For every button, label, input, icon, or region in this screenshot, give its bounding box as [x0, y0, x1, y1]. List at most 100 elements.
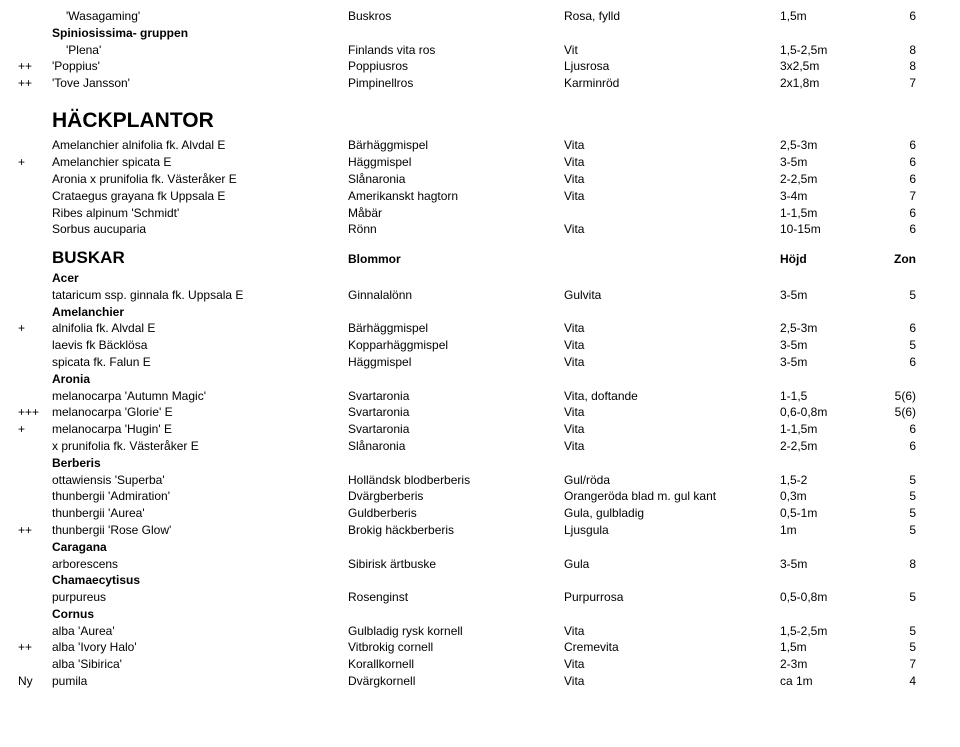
name-cell: 'Tove Jansson' [52, 75, 348, 92]
zone-cell: 6 [876, 221, 916, 238]
color-cell: Vita [564, 656, 780, 673]
table-row: Amelanchier alnifolia fk. Alvdal EBärhäg… [18, 137, 942, 154]
group-heading: Berberis [52, 455, 348, 472]
desc-cell: Guldberberis [348, 505, 564, 522]
height-cell: 0,6-0,8m [780, 404, 876, 421]
table-row: Sorbus aucupariaRönnVita10-15m6 [18, 221, 942, 238]
zone-cell: 5 [876, 505, 916, 522]
prefix-cell: ++ [18, 58, 52, 75]
name-cell: alba 'Ivory Halo' [52, 639, 348, 656]
name-cell: x prunifolia fk. Västeråker E [52, 438, 348, 455]
height-cell: 2,5-3m [780, 137, 876, 154]
height-cell: 2-3m [780, 656, 876, 673]
name-cell: spicata fk. Falun E [52, 354, 348, 371]
height-cell: 0,3m [780, 488, 876, 505]
table-row: arborescensSibirisk ärtbuskeGula3-5m8 [18, 556, 942, 573]
name-cell: thunbergii 'Aurea' [52, 505, 348, 522]
color-cell: Gul/röda [564, 472, 780, 489]
zone-cell: 5 [876, 287, 916, 304]
color-cell: Vita [564, 154, 780, 171]
name-cell: thunbergii 'Admiration' [52, 488, 348, 505]
name-cell: tataricum ssp. ginnala fk. Uppsala E [52, 287, 348, 304]
color-cell: Karminröd [564, 75, 780, 92]
zone-cell: 8 [876, 42, 916, 59]
table-row: Caragana [18, 539, 942, 556]
color-cell: Vita, doftande [564, 388, 780, 405]
height-cell: 1-1,5 [780, 388, 876, 405]
prefix-cell: ++ [18, 522, 52, 539]
color-cell: Vita [564, 320, 780, 337]
table-row: x prunifolia fk. Västeråker ESlånaroniaV… [18, 438, 942, 455]
color-cell: Vita [564, 221, 780, 238]
group-heading: Amelanchier [52, 304, 348, 321]
name-cell: Amelanchier alnifolia fk. Alvdal E [52, 137, 348, 154]
prefix-cell: ++ [18, 639, 52, 656]
page: 'Wasagaming'BuskrosRosa, fylld1,5m6Spini… [0, 0, 960, 708]
table-row: NypumilaDvärgkornellVitaca 1m4 [18, 673, 942, 690]
zone-cell: 6 [876, 421, 916, 438]
name-cell: 'Wasagaming' [52, 8, 348, 25]
color-cell: Vita [564, 171, 780, 188]
desc-cell: Amerikanskt hagtorn [348, 188, 564, 205]
name-cell: Aronia x prunifolia fk. Västeråker E [52, 171, 348, 188]
zone-cell: 5(6) [876, 388, 916, 405]
name-cell: Crataegus grayana fk Uppsala E [52, 188, 348, 205]
zone-cell: 5 [876, 488, 916, 505]
table-row: thunbergii 'Aurea'GuldberberisGula, gulb… [18, 505, 942, 522]
prefix-cell: Ny [18, 673, 52, 690]
zone-cell: 6 [876, 137, 916, 154]
group-heading: Spiniosissima- gruppen [52, 25, 348, 42]
height-cell: 3-5m [780, 287, 876, 304]
name-cell: 'Poppius' [52, 58, 348, 75]
color-cell: Vita [564, 137, 780, 154]
zone-cell: 5 [876, 472, 916, 489]
name-cell: alnifolia fk. Alvdal E [52, 320, 348, 337]
desc-cell: Finlands vita ros [348, 42, 564, 59]
table-row: alba 'Sibirica'KorallkornellVita2-3m7 [18, 656, 942, 673]
spacer [18, 92, 942, 100]
name-cell: melanocarpa 'Autumn Magic' [52, 388, 348, 405]
desc-cell: Brokig häckberberis [348, 522, 564, 539]
height-cell: 2-2,5m [780, 171, 876, 188]
height-cell: 3-5m [780, 556, 876, 573]
hackplantor-rows: Amelanchier alnifolia fk. Alvdal EBärhäg… [18, 137, 942, 238]
prefix-cell: + [18, 154, 52, 171]
zone-cell: 5 [876, 623, 916, 640]
height-cell: 1,5m [780, 639, 876, 656]
desc-cell: Bärhäggmispel [348, 137, 564, 154]
color-cell: Gula [564, 556, 780, 573]
zone-cell: 5 [876, 522, 916, 539]
color-cell: Vita [564, 421, 780, 438]
zone-cell: 8 [876, 556, 916, 573]
name-cell: thunbergii 'Rose Glow' [52, 522, 348, 539]
color-cell: Rosa, fylld [564, 8, 780, 25]
desc-cell: Ginnalalönn [348, 287, 564, 304]
table-row: ++'Tove Jansson'PimpinellrosKarminröd2x1… [18, 75, 942, 92]
buskar-title: BUSKAR [52, 246, 348, 270]
zone-cell: 5(6) [876, 404, 916, 421]
desc-cell: Buskros [348, 8, 564, 25]
zone-cell: 6 [876, 154, 916, 171]
spacer [18, 238, 942, 246]
buskar-header-zone: Zon [876, 251, 916, 268]
height-cell: 1-1,5m [780, 421, 876, 438]
color-cell: Vita [564, 188, 780, 205]
height-cell: 1-1,5m [780, 205, 876, 222]
color-cell: Vita [564, 673, 780, 690]
table-row: Acer [18, 270, 942, 287]
table-row: melanocarpa 'Autumn Magic'SvartaroniaVit… [18, 388, 942, 405]
table-row: 'Wasagaming'BuskrosRosa, fylld1,5m6 [18, 8, 942, 25]
table-row: +melanocarpa 'Hugin' ESvartaroniaVita1-1… [18, 421, 942, 438]
height-cell: 3x2,5m [780, 58, 876, 75]
prefix-cell: ++ [18, 75, 52, 92]
color-cell: Purpurrosa [564, 589, 780, 606]
desc-cell: Gulbladig rysk kornell [348, 623, 564, 640]
height-cell: 1,5-2,5m [780, 42, 876, 59]
color-cell: Vita [564, 337, 780, 354]
zone-cell: 6 [876, 205, 916, 222]
height-cell: 1,5-2,5m [780, 623, 876, 640]
zone-cell: 6 [876, 354, 916, 371]
color-cell: Gula, gulbladig [564, 505, 780, 522]
group-heading: Chamaecytisus [52, 572, 348, 589]
name-cell: Ribes alpinum 'Schmidt' [52, 205, 348, 222]
